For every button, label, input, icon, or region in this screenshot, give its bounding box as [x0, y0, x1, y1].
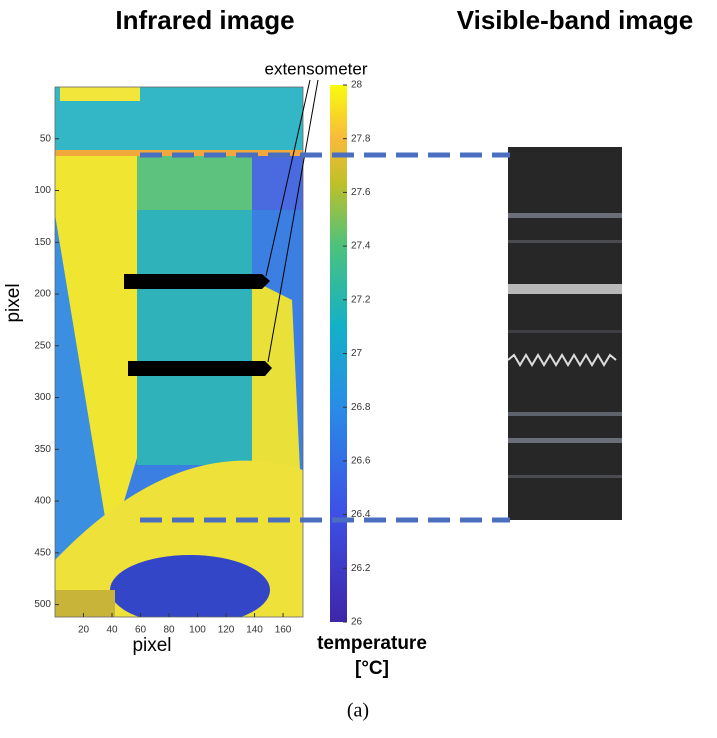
colorbar-tick-label: 27.4	[351, 241, 371, 252]
caption: (a)	[347, 700, 369, 722]
photo-details	[507, 213, 622, 478]
infrared-image	[55, 87, 303, 617]
y-tick-label: 200	[34, 289, 51, 300]
left-title: Infrared image	[115, 5, 294, 35]
x-tick-label: 40	[106, 625, 118, 636]
colorbar-tick-label: 27.2	[351, 294, 371, 305]
y-axis-label: pixel	[3, 283, 24, 322]
y-tick-label: 350	[34, 444, 51, 455]
x-tick-label: 60	[135, 625, 147, 636]
colorbar-unit: [°C]	[355, 658, 389, 679]
x-tick-label: 160	[275, 625, 292, 636]
x-tick-label: 140	[246, 625, 263, 636]
colorbar-tick-label: 26	[351, 617, 363, 628]
colorbar-tick-label: 26.6	[351, 456, 371, 467]
right-title: Visible-band image	[457, 5, 693, 35]
y-tick-label: 500	[34, 599, 51, 610]
colorbar-tick-label: 27.6	[351, 187, 371, 198]
colorbar-tick-label: 26.2	[351, 563, 371, 574]
colorbar-tick-label: 27	[351, 348, 363, 359]
y-tick-label: 150	[34, 237, 51, 248]
colorbar-tick-label: 27.8	[351, 133, 371, 144]
x-tick-label: 120	[218, 625, 235, 636]
y-tick-label: 300	[34, 392, 51, 403]
y-tick-label: 400	[34, 496, 51, 507]
colorbar-tick-label: 28	[351, 80, 363, 91]
annotation: extensometer	[265, 59, 368, 78]
x-tick-label: 20	[78, 625, 90, 636]
colorbar-tick-label: 26.8	[351, 402, 371, 413]
y-tick-label: 450	[34, 547, 51, 558]
x-tick-label: 80	[163, 625, 175, 636]
colorbar-label: temperature	[317, 633, 427, 654]
photo	[508, 147, 622, 520]
x-tick-label: 100	[189, 625, 206, 636]
colorbar	[330, 85, 347, 622]
x-axis-label: pixel	[132, 635, 171, 656]
colorbar-tick-label: 26.4	[351, 509, 371, 520]
y-tick-label: 50	[40, 133, 52, 144]
y-tick-label: 100	[34, 185, 51, 196]
y-tick-label: 250	[34, 340, 51, 351]
